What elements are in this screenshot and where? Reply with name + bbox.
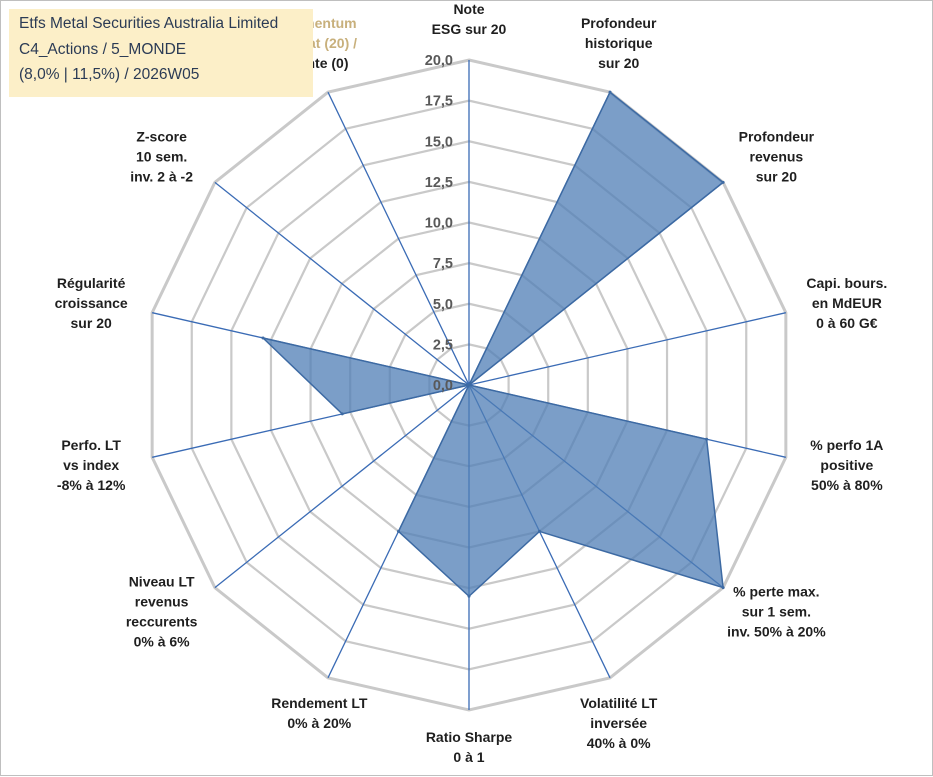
axis-spoke bbox=[327, 91, 470, 386]
axis-label-line: Profondeur bbox=[581, 15, 657, 31]
axis-label-line: sur 20 bbox=[598, 55, 639, 71]
axis-label-line: Capi. bours. bbox=[806, 275, 887, 291]
title-box: Etfs Metal Securities Australia Limited … bbox=[9, 9, 313, 97]
data-point bbox=[396, 529, 400, 533]
axis-spoke bbox=[214, 181, 470, 386]
axis-label: Note ESG sur 20 bbox=[432, 1, 507, 37]
axis-label-line: croissance bbox=[55, 295, 128, 311]
axis-label-line: positive bbox=[820, 457, 873, 473]
axis-label-line: 0% à 20% bbox=[287, 715, 351, 731]
data-point bbox=[467, 594, 471, 598]
axis-label-line: Perfo. LT bbox=[61, 437, 121, 453]
axis-label-line: Régularité bbox=[57, 275, 126, 291]
tick-label: 2,5 bbox=[433, 337, 453, 353]
tick-label: 15,0 bbox=[425, 134, 453, 150]
axis-label-line: sur 20 bbox=[756, 168, 797, 184]
data-point bbox=[608, 90, 612, 94]
axis-label: Volatilité LT inversée 40% à 0% bbox=[580, 695, 658, 751]
axis-label-line: 0 à 60 G€ bbox=[816, 315, 878, 331]
axis-spoke bbox=[468, 312, 786, 386]
axis-label-line: vs index bbox=[63, 457, 119, 473]
axis-label-line: Note bbox=[453, 1, 484, 17]
tick-label: 0,0 bbox=[433, 378, 453, 394]
axis-label: % perte max. sur 1 sem. inv. 50% à 20% bbox=[727, 584, 826, 640]
axis-label: Profondeur revenus sur 20 bbox=[739, 128, 815, 184]
tick-label: 20,0 bbox=[425, 53, 453, 69]
axis-label-line: inv. 2 à -2 bbox=[130, 168, 193, 184]
title-line-1: Etfs Metal Securities Australia Limited bbox=[19, 15, 279, 32]
axis-label-line: 10 sem. bbox=[136, 148, 187, 164]
axis-label-line: Ratio Sharpe bbox=[426, 729, 513, 745]
data-point bbox=[721, 180, 725, 184]
axis-label: Rendement LT 0% à 20% bbox=[271, 695, 368, 731]
axis-label-line: 40% à 0% bbox=[587, 735, 651, 751]
axis-label: % perfo 1A positive 50% à 80% bbox=[810, 437, 883, 493]
axis-label-line: ESG sur 20 bbox=[432, 21, 507, 37]
series-area bbox=[260, 91, 725, 598]
axis-label: Régularité croissance sur 20 bbox=[55, 275, 128, 331]
axis-label-line: inversée bbox=[590, 715, 647, 731]
axis-label-line: Z-score bbox=[136, 128, 187, 144]
tick-label: 7,5 bbox=[433, 256, 453, 272]
title-line-2: C4_Actions / 5_MONDE bbox=[19, 41, 187, 58]
axis-label-line: -8% à 12% bbox=[57, 477, 126, 493]
axis-label: Capi. bours. en MdEUR 0 à 60 G€ bbox=[806, 275, 887, 331]
axis-label: Profondeur historique sur 20 bbox=[581, 15, 657, 71]
axis-label-line: Rendement LT bbox=[271, 695, 368, 711]
tick-label: 12,5 bbox=[425, 175, 453, 191]
data-point bbox=[340, 412, 344, 416]
axis-label-line: en MdEUR bbox=[812, 295, 882, 311]
axis-label-line: % perfo 1A bbox=[810, 437, 883, 453]
data-point bbox=[538, 529, 542, 533]
axis-label-line: 0 à 1 bbox=[453, 749, 484, 765]
axis-label-line: sur 1 sem. bbox=[742, 604, 811, 620]
axis-label-line: 0% à 6% bbox=[134, 634, 191, 650]
tick-label: 10,0 bbox=[425, 216, 453, 232]
tick-label: 17,5 bbox=[425, 94, 453, 110]
axis-label-line: 50% à 80% bbox=[811, 477, 883, 493]
axis-label-line: reccurents bbox=[126, 614, 198, 630]
axis-label-line: revenus bbox=[135, 594, 189, 610]
tick-label: 5,0 bbox=[433, 297, 453, 313]
axis-spoke bbox=[214, 384, 470, 589]
axis-label-line: sur 20 bbox=[71, 315, 112, 331]
axis-label-line: % perte max. bbox=[733, 584, 819, 600]
title-line-3: (8,0% | 11,5%) / 2026W05 bbox=[19, 66, 200, 83]
axis-label-line: Niveau LT bbox=[129, 574, 195, 590]
axis-label-line: Profondeur bbox=[739, 128, 815, 144]
data-point bbox=[467, 383, 471, 387]
data-point bbox=[261, 336, 265, 340]
data-point bbox=[721, 586, 725, 590]
axis-label: Z-score 10 sem. inv. 2 à -2 bbox=[130, 128, 193, 184]
axis-label-line: Volatilité LT bbox=[580, 695, 658, 711]
axis-label-line: inv. 50% à 20% bbox=[727, 624, 826, 640]
axis-label: Perfo. LT vs index -8% à 12% bbox=[57, 437, 126, 493]
data-point bbox=[705, 437, 709, 441]
axis-label: Niveau LT revenus reccurents 0% à 6% bbox=[126, 574, 198, 650]
axis-label-line: historique bbox=[585, 35, 653, 51]
axis-label: Ratio Sharpe 0 à 1 bbox=[426, 729, 513, 765]
axis-label-line: revenus bbox=[750, 148, 804, 164]
